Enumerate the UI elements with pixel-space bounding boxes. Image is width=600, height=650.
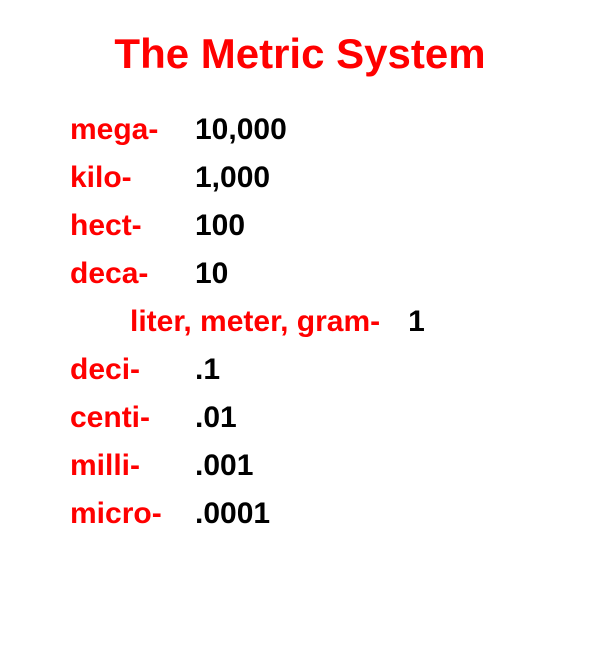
prefix-row: mega- 10,000 [70, 113, 550, 147]
prefix-value: .01 [195, 401, 237, 435]
prefix-row: deca- 10 [70, 257, 550, 291]
base-units-row: liter, meter, gram- 1 [70, 305, 550, 339]
prefix-row: kilo- 1,000 [70, 161, 550, 195]
prefix-label: centi- [70, 401, 195, 435]
prefix-rows: mega- 10,000 kilo- 1,000 hect- 100 deca-… [50, 113, 550, 531]
prefix-label: kilo- [70, 161, 195, 195]
prefix-value: .001 [195, 449, 253, 483]
base-units-value: 1 [408, 305, 425, 339]
metric-system-card: The Metric System mega- 10,000 kilo- 1,0… [0, 0, 600, 575]
prefix-row: micro- .0001 [70, 497, 550, 531]
prefix-row: deci- .1 [70, 353, 550, 387]
prefix-value: 1,000 [195, 161, 270, 195]
prefix-label: deci- [70, 353, 195, 387]
prefix-value: 100 [195, 209, 245, 243]
prefix-label: mega- [70, 113, 195, 147]
prefix-label: micro- [70, 497, 195, 531]
prefix-label: milli- [70, 449, 195, 483]
prefix-row: milli- .001 [70, 449, 550, 483]
page-title: The Metric System [50, 30, 550, 78]
prefix-value: 10,000 [195, 113, 287, 147]
base-units-label: liter, meter, gram- [130, 305, 380, 339]
prefix-value: .0001 [195, 497, 270, 531]
prefix-row: centi- .01 [70, 401, 550, 435]
prefix-value: .1 [195, 353, 220, 387]
prefix-row: hect- 100 [70, 209, 550, 243]
prefix-label: deca- [70, 257, 195, 291]
prefix-label: hect- [70, 209, 195, 243]
prefix-value: 10 [195, 257, 228, 291]
